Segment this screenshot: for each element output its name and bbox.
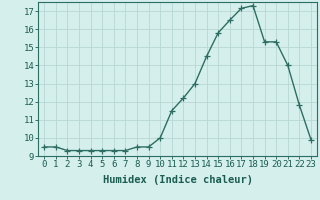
X-axis label: Humidex (Indice chaleur): Humidex (Indice chaleur) <box>103 175 252 185</box>
